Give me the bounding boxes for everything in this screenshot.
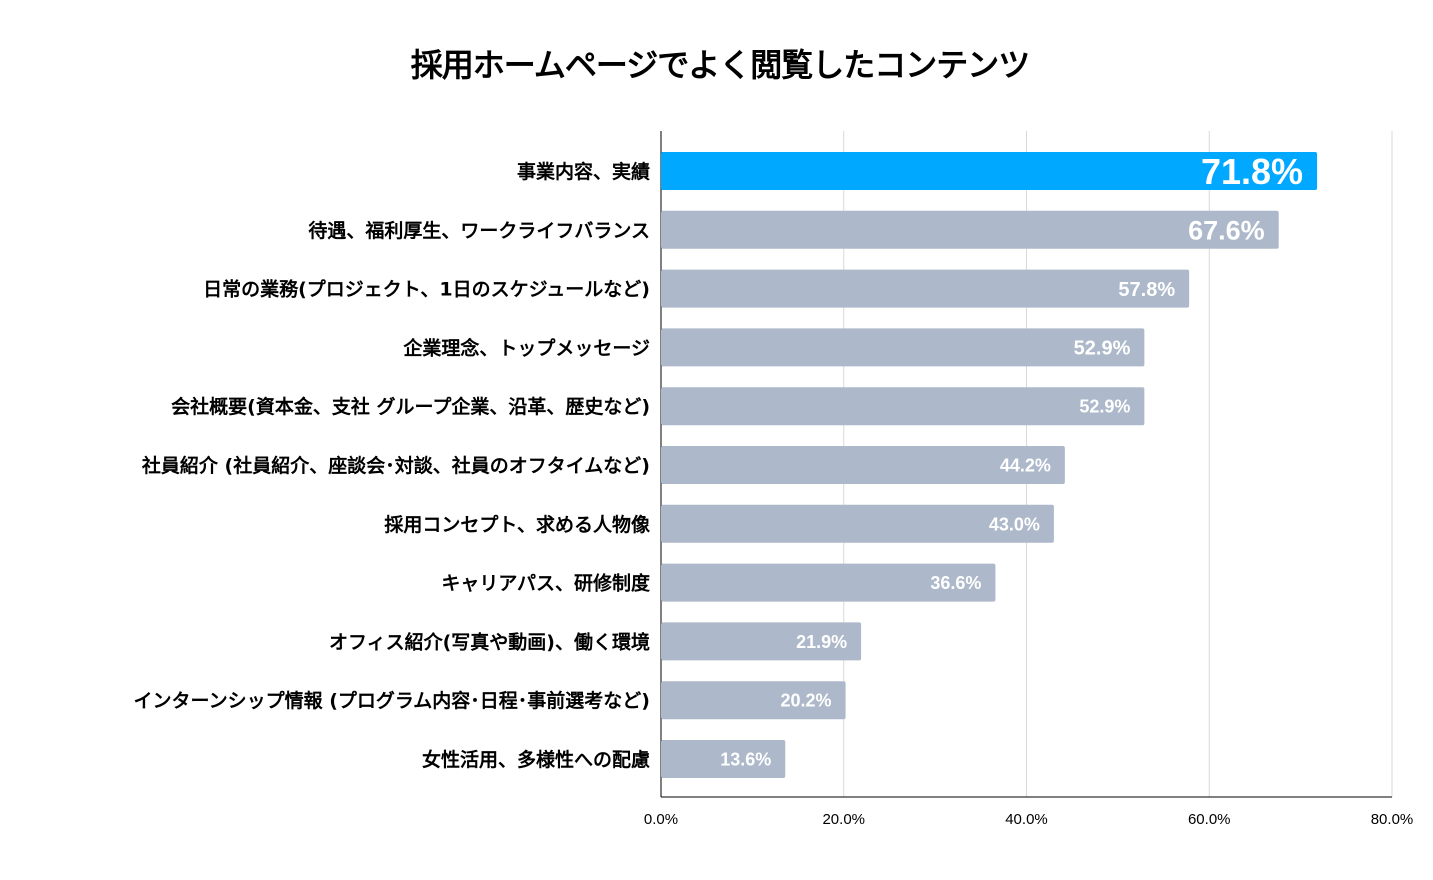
bar: [661, 622, 862, 661]
bar: [661, 504, 1054, 543]
bar: [661, 269, 1190, 308]
bar: [661, 387, 1145, 426]
x-tick-label: 20.0%: [822, 811, 865, 828]
data-label: 71.8%: [1201, 151, 1303, 192]
category-label: 企業理念、トップメッセージ: [402, 336, 650, 359]
data-label: 13.6%: [720, 749, 771, 769]
x-tick-label: 80.0%: [1371, 811, 1414, 828]
category-label: キャリアパス、研修制度: [441, 572, 651, 595]
data-label: 44.2%: [1000, 455, 1051, 475]
bar: [661, 740, 786, 778]
bar: [661, 563, 996, 602]
category-label: インターンシップ情報 (プログラム内容･日程･事前選考など): [134, 689, 650, 712]
chart-title: 採用ホームページでよく閲覧したコンテンツ: [410, 46, 1030, 84]
category-label: 社員紹介 (社員紹介、座談会･対談、社員のオフタイムなど): [141, 454, 650, 477]
x-tick-label: 60.0%: [1188, 811, 1231, 828]
data-label: 21.9%: [796, 632, 847, 652]
x-tick-label: 40.0%: [1005, 811, 1048, 828]
data-label: 52.9%: [1074, 338, 1131, 360]
bar: [661, 446, 1065, 484]
x-tick-label: 0.0%: [644, 811, 678, 828]
data-label: 20.2%: [781, 691, 832, 711]
category-label: 女性活用、多様性への配慮: [422, 748, 650, 771]
data-label: 36.6%: [930, 573, 981, 593]
data-label: 43.0%: [989, 514, 1040, 534]
bar: [661, 210, 1279, 249]
category-label: 会社概要(資本金、支社 グループ企業、沿革、歴史など): [171, 395, 650, 418]
data-label: 52.9%: [1079, 397, 1130, 417]
data-label: 67.6%: [1188, 216, 1265, 246]
data-label: 57.8%: [1118, 279, 1175, 301]
bar: [661, 152, 1318, 190]
category-label: オフィス紹介(写真や動画)、働く環境: [329, 630, 650, 653]
category-label: 待遇、福利厚生、ワークライフバランス: [308, 219, 650, 242]
bar: [661, 328, 1145, 367]
category-label: 日常の業務(プロジェクト、1日のスケジュールなど): [203, 278, 650, 301]
bar: [661, 681, 846, 720]
category-label: 採用コンセプト、求める人物像: [384, 513, 651, 536]
category-label: 事業内容、実績: [517, 160, 650, 183]
